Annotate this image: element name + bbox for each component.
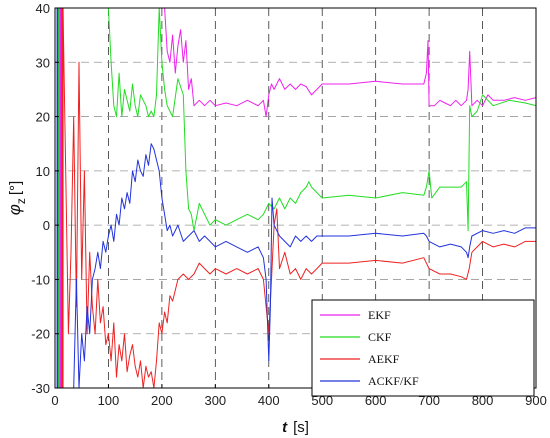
ticks: 0 100 200 300 400 500 600 700 800 900 -30 -20 -10 0 10…: [31, 1, 547, 408]
y-tick-label: 30: [36, 55, 50, 70]
legend-box: [311, 299, 535, 397]
plot-frame: [54, 7, 537, 389]
x-tick-label: 100: [98, 393, 120, 408]
series-line-aekf: [62, 8, 536, 388]
x-tick-label: 800: [472, 393, 494, 408]
y-tick-label: 20: [36, 110, 50, 125]
x-axis-label: t [s]: [282, 419, 309, 436]
plot-area: [56, 8, 536, 388]
legend-label: AEKF: [368, 352, 400, 366]
legend-label: ACKF/KF: [368, 374, 419, 388]
y-tick-label: 0: [43, 218, 50, 233]
series-line-ckf: [107, 8, 536, 232]
y-tick-label: -10: [31, 272, 50, 287]
x-tick-label: 900: [525, 393, 547, 408]
y-axis-label: φz[°]: [5, 181, 28, 215]
legend: EKF CKF AEKF ACKF/KF: [311, 299, 535, 397]
series-line-ackf-kf: [73, 143, 536, 388]
x-tick-label: 400: [258, 393, 280, 408]
x-tick-label: 700: [418, 393, 440, 408]
x-tick-label: 300: [204, 393, 226, 408]
x-tick-label: 200: [151, 393, 173, 408]
series-line-ekf: [164, 8, 536, 118]
y-tick-label: 40: [36, 1, 50, 16]
y-tick-label: -20: [31, 327, 50, 342]
x-tick-label: 500: [311, 393, 333, 408]
y-tick-label: -30: [31, 381, 50, 396]
legend-label: EKF: [368, 308, 391, 322]
legend-label: CKF: [368, 330, 392, 344]
y-tick-label: 10: [36, 164, 50, 179]
x-tick-label: 600: [365, 393, 387, 408]
x-tick-label: 0: [51, 393, 58, 408]
